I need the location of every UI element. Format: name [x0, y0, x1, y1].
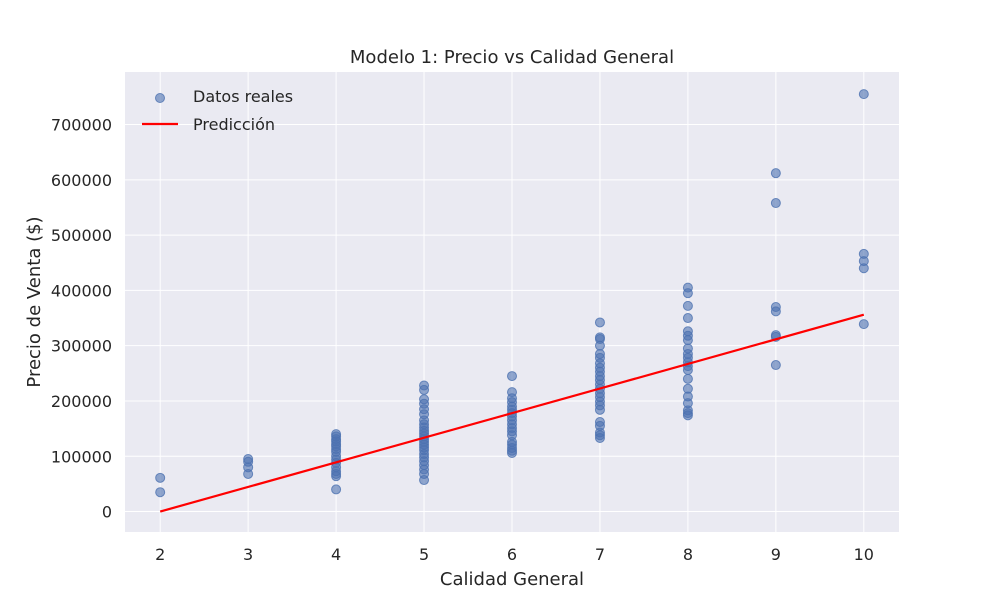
y-tick-label: 500000 — [51, 226, 112, 245]
data-point — [682, 335, 693, 346]
data-point — [682, 313, 693, 324]
data-point — [594, 433, 605, 444]
y-tick-label: 400000 — [51, 281, 112, 300]
y-ticks: 0 100000 200000 300000 400000 500000 600000 700… — [51, 116, 112, 522]
data-point — [594, 404, 605, 415]
legend-marker-datos-reales — [155, 93, 165, 103]
prediction-line — [159, 313, 865, 513]
data-point — [770, 360, 781, 371]
data-point — [858, 319, 869, 330]
y-tick-label: 600000 — [51, 171, 112, 190]
legend-label-datos-reales: Datos reales — [193, 87, 293, 106]
x-tick-label: 2 — [155, 545, 165, 564]
scatter-points — [155, 89, 869, 498]
data-point — [858, 89, 869, 100]
data-point — [770, 168, 781, 179]
data-point — [155, 472, 166, 483]
x-tick-label: 9 — [771, 545, 781, 564]
data-point — [682, 365, 693, 376]
data-point — [594, 317, 605, 328]
data-point — [682, 288, 693, 299]
data-point — [682, 410, 693, 421]
data-point — [331, 484, 342, 495]
x-tick-label: 5 — [419, 545, 429, 564]
x-tick-label: 4 — [331, 545, 341, 564]
data-point — [507, 371, 517, 382]
data-point — [243, 468, 254, 479]
x-tick-label: 3 — [243, 545, 253, 564]
legend: Datos reales Predicción — [142, 87, 293, 134]
y-tick-label: 200000 — [51, 392, 112, 411]
data-point — [858, 263, 869, 274]
data-point — [770, 306, 781, 317]
x-tick-label: 7 — [595, 545, 605, 564]
data-point — [507, 447, 517, 458]
x-tick-label: 8 — [683, 545, 693, 564]
data-point — [155, 487, 166, 498]
y-tick-label: 0 — [102, 503, 112, 522]
data-point — [331, 471, 342, 482]
legend-label-prediccion: Predicción — [193, 115, 275, 134]
x-axis-label: Calidad General — [440, 569, 584, 590]
y-axis-label: Precio de Venta ($) — [24, 216, 45, 387]
chart-title: Modelo 1: Precio vs Calidad General — [350, 47, 674, 68]
x-tick-label: 10 — [854, 545, 874, 564]
y-tick-label: 700000 — [51, 116, 112, 135]
x-tick-label: 6 — [507, 545, 517, 564]
y-tick-label: 100000 — [51, 447, 112, 466]
data-point — [682, 373, 693, 384]
data-point — [770, 198, 781, 209]
data-point — [594, 340, 605, 351]
y-tick-label: 300000 — [51, 337, 112, 356]
x-ticks: 2 3 4 5 6 7 8 9 10 — [155, 545, 874, 564]
data-point — [419, 475, 430, 486]
data-point — [682, 300, 693, 311]
data-point — [419, 384, 430, 395]
